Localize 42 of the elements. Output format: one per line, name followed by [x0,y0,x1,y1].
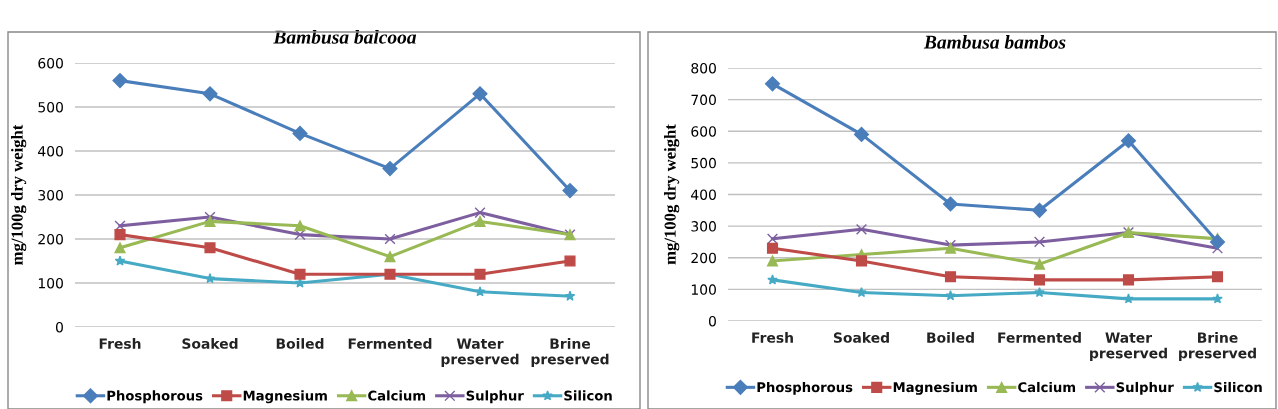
y-tick-label: 300 [691,221,716,232]
chart-title: Bambusa bambos [923,35,1066,49]
y-tick-label: 600 [38,57,63,69]
legend-label: Calcium [368,390,426,401]
legend-label: Sulphur [466,390,524,404]
legend-label: Phosphorous [107,390,203,404]
y-tick-label: 0 [55,321,63,333]
x-tick-label: Fermented [348,338,432,349]
x-tick-label: Brine preserved [531,338,609,368]
y-tick-label: 200 [691,252,716,264]
x-tick-label: Water preserved [1090,332,1167,362]
legend-label: Phosphorous [757,381,853,395]
x-tick-label: Soaked [833,332,889,343]
x-tick-label: Brine preserved [1179,332,1256,362]
x-tick-label: Soaked [182,338,238,349]
y-tick-label: 500 [691,157,716,169]
y-tick-label: 600 [691,126,716,137]
y-tick-label: 400 [38,145,63,157]
y-tick-label: 500 [38,101,63,113]
x-tick-label: Boiled [927,332,974,343]
x-tick-label: Fresh [752,332,793,343]
x-tick-label: Boiled [276,338,324,349]
y-axis-title: mg/100g dry weight [664,124,680,265]
y-tick-label: 0 [708,315,716,327]
y-tick-label: 700 [691,94,716,106]
legend-label: Calcium [1018,381,1076,393]
x-tick-label: Fresh [99,338,141,349]
y-tick-label: 200 [38,233,63,245]
chart-title: Bambusa balcooa [273,30,417,44]
y-axis-title: mg/100g dry weight [11,124,27,265]
legend-label: Silicon [1214,381,1262,393]
x-tick-label: Water preserved [441,338,519,368]
y-tick-label: 100 [38,277,63,289]
y-tick-label: 300 [38,189,63,201]
legend-label: Magnesium [243,390,327,404]
y-tick-label: 400 [691,189,716,200]
y-tick-label: 100 [691,284,716,295]
x-tick-label: Fermented [998,332,1081,343]
y-tick-label: 800 [691,62,716,74]
legend-label: Silicon [564,390,612,401]
legend-label: Magnesium [893,381,977,395]
legend-label: Sulphur [1116,381,1174,395]
